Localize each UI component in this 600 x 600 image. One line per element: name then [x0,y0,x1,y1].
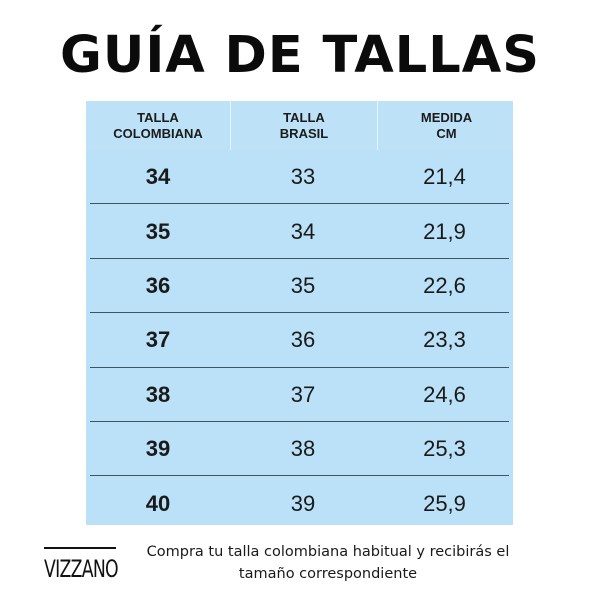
cell-talla-colombiana: 39 [145,436,171,462]
cell-talla-colombiana: 36 [145,272,171,298]
table-row: 39 38 25,3 [86,422,513,477]
cell-talla-brasil: 33 [290,164,316,190]
table-row: 35 34 21,9 [86,204,513,260]
footnote: Compra tu talla colombiana habitual y re… [146,544,510,582]
header-line: TALLA [283,109,325,125]
cell-medida-cm: 21,4 [423,164,466,190]
logo-text: VIZZANO [44,555,119,583]
cell-medida-cm: 23,3 [423,327,466,353]
cell-talla-colombiana: 38 [145,381,171,407]
header-line: TALLA [137,109,179,125]
cell-medida-cm: 22,6 [423,272,466,298]
header-line: COLOMBIANA [113,125,203,141]
cell-medida-cm: 25,9 [423,490,466,516]
cell-talla-brasil: 38 [290,436,316,462]
cell-talla-colombiana: 37 [145,327,171,353]
table-body: 34 33 21,4 35 34 21,9 36 35 22,6 37 36 23,3 38 37 24,6… [86,150,513,531]
cell-talla-brasil: 34 [290,218,316,244]
cell-talla-brasil: 36 [290,327,316,353]
table-row: 37 36 23,3 [86,313,513,368]
cell-medida-cm: 21,9 [423,218,466,244]
cell-talla-brasil: 39 [290,490,316,516]
table-header: TALLA COLOMBIANA TALLA BRASIL MEDIDA CM [86,101,513,150]
cell-talla-colombiana: 34 [145,164,171,190]
cell-talla-brasil: 35 [290,272,316,298]
size-table: TALLA COLOMBIANA TALLA BRASIL MEDIDA CM 34 3… [86,101,513,525]
header-medida-cm: MEDIDA CM [378,101,515,150]
header-line: BRASIL [279,125,329,141]
header-line: CM [436,125,457,141]
header-line: MEDIDA [420,109,473,125]
logo-bar [44,547,116,549]
header-talla-colombiana: TALLA COLOMBIANA [86,101,231,150]
table-row: 38 37 24,6 [86,368,513,423]
cell-talla-colombiana: 35 [145,218,171,244]
cell-medida-cm: 24,6 [423,381,466,407]
table-row: 34 33 21,4 [86,150,513,205]
cell-talla-colombiana: 40 [145,490,171,516]
page-title: GUÍA DE TALLAS [60,26,540,85]
cell-medida-cm: 25,3 [423,436,466,462]
cell-talla-brasil: 37 [290,381,316,407]
vizzano-logo: VIZZANO [44,547,119,583]
header-talla-brasil: TALLA BRASIL [231,101,378,150]
table-row: 36 35 22,6 [86,259,513,314]
table-row: 40 39 25,9 [86,476,513,530]
